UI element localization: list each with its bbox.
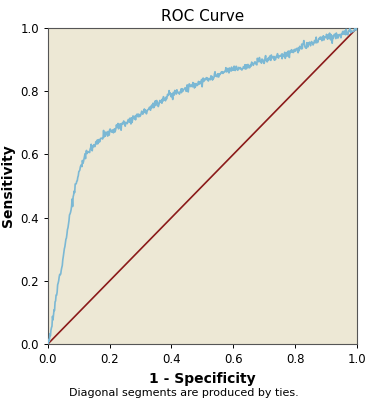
Y-axis label: Sensitivity: Sensitivity [1, 145, 15, 227]
Title: ROC Curve: ROC Curve [161, 9, 244, 24]
X-axis label: 1 - Specificity: 1 - Specificity [149, 372, 256, 386]
Text: Diagonal segments are produced by ties.: Diagonal segments are produced by ties. [69, 388, 299, 398]
